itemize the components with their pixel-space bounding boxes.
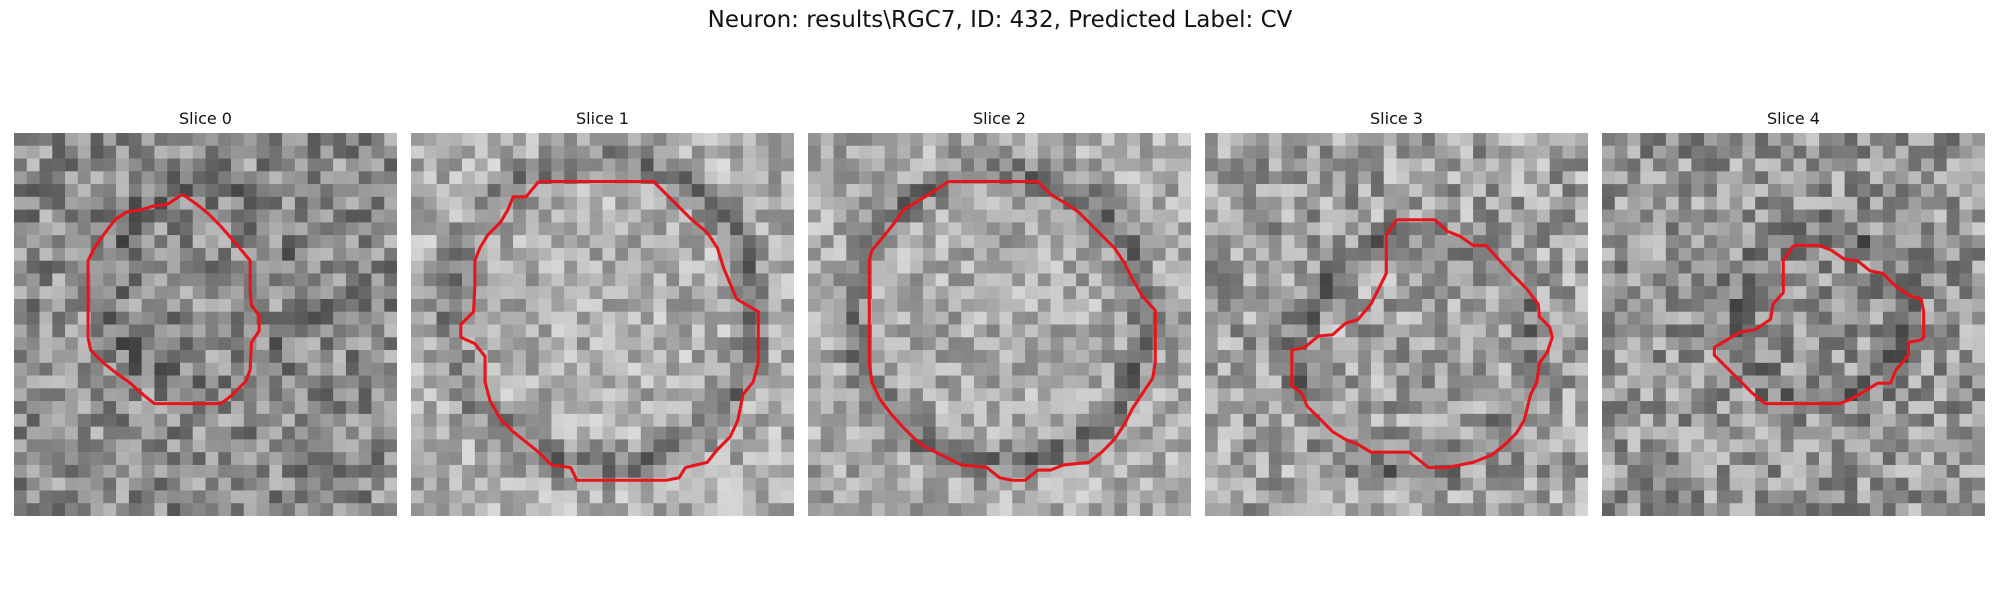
slice-image xyxy=(411,133,794,516)
slice-title: Slice 3 xyxy=(1370,109,1423,128)
slice-title: Slice 1 xyxy=(576,109,629,128)
grayscale-pixel-grid xyxy=(411,133,794,516)
slice-panel-1: Slice 1 xyxy=(411,108,794,516)
slice-image xyxy=(14,133,397,516)
roi-contour xyxy=(86,193,261,406)
slice-panel-0: Slice 0 xyxy=(14,108,397,516)
figure-title: Neuron: results\RGC7, ID: 432, Predicted… xyxy=(707,7,1293,33)
slice-panel-4: Slice 4 xyxy=(1602,108,1985,516)
roi-contour xyxy=(1712,243,1926,406)
roi-contour xyxy=(459,179,760,482)
roi-contour xyxy=(1290,218,1554,470)
slice-image xyxy=(1602,133,1985,516)
roi-contour xyxy=(867,179,1157,482)
slice-title: Slice 4 xyxy=(1767,109,1820,128)
slice-image xyxy=(1205,133,1588,516)
slice-panel-2: Slice 2 xyxy=(808,108,1191,516)
slice-title: Slice 2 xyxy=(973,109,1026,128)
slice-title: Slice 0 xyxy=(179,109,232,128)
slice-image xyxy=(808,133,1191,516)
grayscale-pixel-grid xyxy=(1205,133,1588,516)
slice-panel-3: Slice 3 xyxy=(1205,108,1588,516)
grayscale-pixel-grid xyxy=(14,133,397,516)
grayscale-pixel-grid xyxy=(1602,133,1985,516)
grayscale-pixel-grid xyxy=(808,133,1191,516)
